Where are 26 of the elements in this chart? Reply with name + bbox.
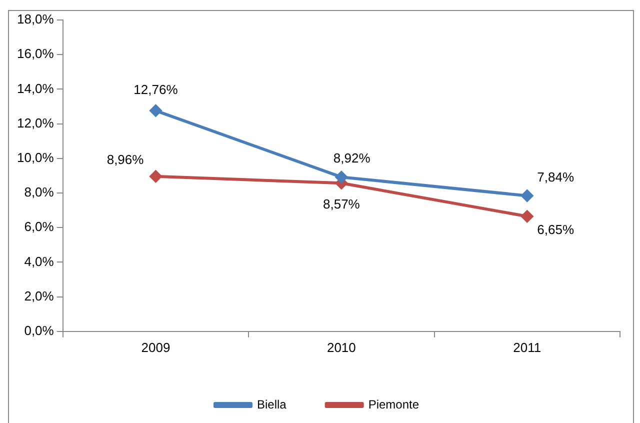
data-label: 6,65% bbox=[537, 222, 574, 237]
data-label: 7,84% bbox=[537, 169, 574, 184]
x-tick-label: 2010 bbox=[326, 340, 356, 355]
y-tick-label: 2,0% bbox=[24, 288, 54, 304]
y-tick-label: 8,0% bbox=[24, 184, 54, 200]
data-label: 8,92% bbox=[333, 150, 371, 166]
legend-label: Piemonte bbox=[368, 397, 420, 412]
x-tick-label: 2011 bbox=[513, 340, 542, 355]
point bbox=[150, 170, 162, 182]
point bbox=[335, 171, 348, 184]
data-label: 12,76% bbox=[134, 82, 178, 98]
x-tick-label: 2009 bbox=[141, 340, 170, 355]
data-label: 8,57% bbox=[322, 196, 360, 212]
y-tick-label: 14,0% bbox=[16, 80, 54, 96]
y-tick-label: 4,0% bbox=[24, 254, 54, 269]
y-tick-label: 6,0% bbox=[24, 219, 54, 234]
y-tick-label: 18,0% bbox=[16, 12, 54, 27]
point bbox=[521, 190, 534, 202]
point bbox=[521, 210, 534, 222]
y-tick-label: 0,0% bbox=[24, 322, 54, 338]
legend-label: Biella bbox=[256, 397, 287, 412]
y-tick-label: 10,0% bbox=[16, 150, 54, 165]
y-tick-label: 12,0% bbox=[16, 115, 54, 130]
point bbox=[150, 104, 162, 117]
data-label: 8,96% bbox=[106, 152, 144, 167]
y-tick-label: 16,0% bbox=[16, 46, 54, 62]
